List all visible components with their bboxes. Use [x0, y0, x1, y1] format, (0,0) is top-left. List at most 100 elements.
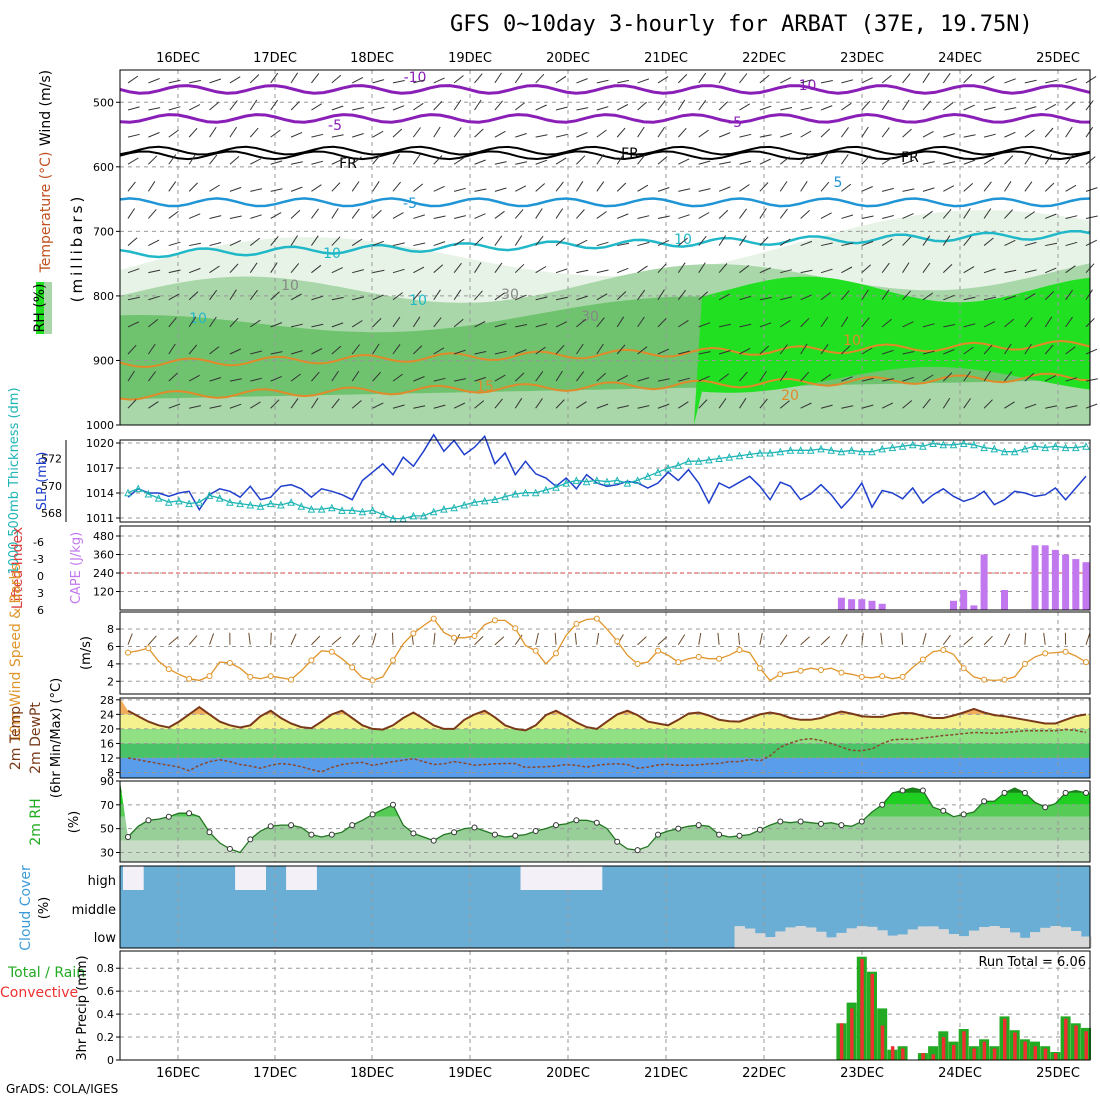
- surface-wind-barb: [677, 634, 686, 645]
- li-tick-label-1: -3: [33, 553, 44, 566]
- upper-wind-barb: [779, 208, 788, 219]
- surface-wind-barb: [248, 632, 251, 645]
- upper-wind-barb: [657, 317, 667, 328]
- precip-convective-bar: [850, 1008, 854, 1060]
- upper-wind-barb: [168, 79, 181, 84]
- upper-wind-barb: [942, 264, 953, 274]
- upper-wind-barb: [514, 102, 526, 111]
- cloud-high-clear: [581, 866, 593, 890]
- upper-wind-barb: [678, 188, 691, 192]
- upper-wind-barb: [718, 186, 731, 192]
- upper-wind-barb: [311, 103, 322, 111]
- upper-wind-barb: [902, 128, 912, 138]
- upper-wind-barb: [392, 80, 405, 84]
- upper-wind-barb: [555, 268, 568, 274]
- upper-wind-barb: [331, 296, 344, 301]
- cloud-low-fill: [979, 927, 990, 948]
- precip-convective-bar: [1023, 1041, 1027, 1060]
- surface-wind-barb: [494, 636, 505, 646]
- cloud-low-fill: [877, 930, 888, 948]
- upper-wind-barb: [943, 349, 955, 355]
- pressure-tick-label-4: 900: [93, 354, 114, 367]
- isotherm-20: [119, 372, 1091, 401]
- cloud-low-fill: [907, 929, 919, 948]
- thickness-point: [939, 440, 948, 449]
- upper-wind-barb: [413, 183, 424, 192]
- upper-wind-barb: [331, 345, 342, 355]
- upper-wind-barb: [820, 316, 829, 328]
- upper-wind-barb: [127, 344, 137, 355]
- thickness-point: [450, 503, 458, 512]
- upper-wind-barb: [250, 214, 262, 219]
- upper-wind-barb: [780, 132, 792, 138]
- upper-wind-barb: [331, 398, 340, 409]
- cloud-low-fill: [917, 926, 929, 948]
- wind-tick-label-3: 8: [107, 623, 114, 636]
- upper-wind-barb: [474, 236, 484, 246]
- upper-wind-barb: [882, 349, 894, 355]
- upper-wind-barb: [779, 400, 790, 409]
- y-label-cloud-cover: Cloud Cover: [18, 865, 34, 951]
- upper-wind-barb: [861, 289, 869, 301]
- upper-wind-barb: [719, 161, 731, 165]
- thickness-point: [776, 447, 785, 456]
- rh-point: [471, 824, 478, 831]
- upper-wind-barb: [698, 262, 706, 273]
- upper-wind-barb: [759, 322, 772, 328]
- rh-point: [695, 822, 702, 829]
- upper-wind-barb: [657, 403, 670, 409]
- axis-layer: 16DEC 17DEC 18DEC 19DEC 20DEC 21DEC 22DEC 23DEC…: [0, 51, 1091, 1081]
- upper-wind-barb: [881, 289, 890, 301]
- upper-wind-barb: [494, 187, 507, 192]
- cloud-low-fill: [1081, 936, 1092, 948]
- upper-wind-barb: [351, 320, 363, 328]
- upper-wind-barb: [229, 403, 242, 409]
- upper-wind-barb: [841, 242, 854, 247]
- surface-wind-barb: [738, 632, 740, 645]
- upper-wind-barb: [127, 321, 140, 328]
- precip-convective-bar: [890, 1046, 895, 1060]
- cape-bar: [1082, 562, 1090, 610]
- cloud-high-clear: [551, 866, 562, 890]
- thickness-point: [796, 446, 805, 454]
- y-label-lifted-index: Lifted Index: [10, 527, 26, 609]
- cloud-low-fill: [744, 928, 756, 948]
- upper-wind-barb: [963, 159, 976, 165]
- upper-wind-barb: [759, 370, 767, 382]
- x-tick-label-top-4: 20DEC: [546, 51, 590, 66]
- temp-mask: [120, 698, 1090, 731]
- upper-wind-barb: [596, 241, 609, 247]
- upper-wind-barb: [1004, 107, 1017, 111]
- upper-wind-barb: [576, 209, 585, 219]
- upper-wind-barb: [372, 294, 384, 301]
- upper-wind-barb: [413, 345, 423, 355]
- upper-wind-barb: [779, 181, 788, 192]
- upper-wind-barb: [209, 101, 220, 111]
- upper-wind-barb: [514, 397, 523, 409]
- cloud-frame: [119, 865, 1091, 949]
- thickness-point: [970, 440, 978, 449]
- x-tick-label-bottom-0: 16DEC: [156, 1066, 200, 1081]
- upper-wind-barb: [372, 318, 382, 328]
- rh-point: [226, 845, 233, 852]
- thickness-point: [542, 485, 550, 494]
- upper-wind-barb: [841, 345, 851, 355]
- upper-wind-barb: [392, 181, 401, 192]
- upper-wind-barb: [759, 345, 770, 355]
- cloud-low-fill: [1070, 931, 1082, 948]
- surface-wind-barb: [290, 633, 297, 645]
- upper-wind-barb: [637, 184, 649, 192]
- upper-wind-barb: [188, 104, 201, 111]
- rh-point: [451, 829, 458, 836]
- rh-point: [390, 801, 396, 808]
- thickness-point: [766, 448, 774, 457]
- upper-wind-barb: [453, 157, 465, 165]
- upper-wind-barb: [250, 350, 263, 355]
- rh-tick-label-2: 70: [100, 799, 114, 812]
- cloud-high-clear: [571, 866, 582, 890]
- upper-wind-barb: [943, 133, 955, 138]
- upper-wind-barb: [127, 208, 136, 219]
- surface-wind-barb: [1004, 633, 1011, 645]
- upper-wind-barb: [535, 398, 543, 409]
- rh-shade-bright: [120, 276, 1090, 425]
